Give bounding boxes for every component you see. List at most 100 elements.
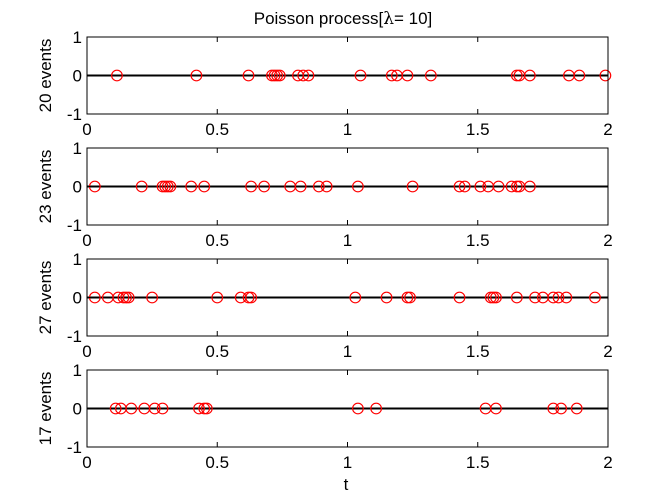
y-tick-label: 0 — [73, 67, 82, 86]
event-marker — [349, 291, 362, 304]
event-marker — [320, 180, 333, 193]
event-marker — [458, 180, 471, 193]
y-tick-label: 1 — [73, 361, 82, 380]
event-marker — [198, 402, 211, 415]
event-marker — [156, 180, 169, 193]
event-marker — [487, 291, 500, 304]
event-marker — [245, 291, 258, 304]
event-marker — [560, 291, 573, 304]
event-marker — [406, 180, 419, 193]
event-marker — [510, 180, 523, 193]
y-axis-label: 17 events — [36, 372, 55, 446]
event-marker — [555, 402, 568, 415]
event-marker — [258, 180, 271, 193]
event-marker — [268, 69, 281, 82]
event-marker — [424, 69, 437, 82]
event-marker — [159, 180, 172, 193]
x-tick-label: 0.5 — [205, 120, 229, 139]
event-marker — [146, 291, 159, 304]
event-marker — [312, 180, 325, 193]
y-tick-label: 0 — [73, 178, 82, 197]
y-tick-label: 0 — [73, 289, 82, 308]
event-marker — [294, 180, 307, 193]
y-axis-label: 23 events — [36, 150, 55, 224]
event-marker — [589, 291, 601, 304]
event-marker — [505, 180, 518, 193]
x-tick-label: 0.5 — [205, 342, 229, 361]
x-tick-label: 2 — [603, 342, 612, 361]
event-marker — [266, 69, 278, 82]
x-tick-label: 1 — [343, 120, 352, 139]
event-marker — [573, 69, 586, 82]
event-marker — [111, 69, 123, 82]
event-marker — [492, 180, 505, 193]
event-marker — [185, 180, 198, 193]
x-tick-label: 0 — [82, 453, 91, 472]
x-tick-label: 0.5 — [205, 453, 229, 472]
event-marker — [510, 291, 523, 304]
subplot-3: 0 0.5 1 1.5 210-127 events — [36, 250, 613, 361]
event-marker — [122, 291, 135, 304]
x-tick-label: 0 — [82, 231, 91, 250]
event-marker — [570, 402, 583, 415]
event-marker — [273, 69, 286, 82]
x-tick-label: 0 — [82, 120, 91, 139]
event-marker — [490, 402, 502, 415]
subplot-2: 0 0.5 1 1.5 210-123 events — [36, 139, 613, 250]
event-marker — [354, 69, 367, 82]
y-axis-label: 20 events — [36, 39, 55, 113]
event-marker — [370, 402, 383, 415]
event-marker — [529, 291, 541, 304]
event-marker — [109, 402, 122, 415]
event-marker — [190, 69, 203, 82]
event-marker — [164, 180, 177, 193]
event-marker — [352, 402, 364, 415]
event-marker — [135, 180, 148, 193]
x-tick-label: 1.5 — [466, 231, 490, 250]
event-marker — [453, 291, 466, 304]
x-tick-label: 0.5 — [205, 231, 229, 250]
y-tick-label: -1 — [67, 216, 82, 235]
event-marker — [125, 402, 138, 415]
figure-title: Poisson process[λ= 10] — [254, 9, 433, 29]
event-marker — [352, 180, 364, 193]
subplot-4: 0 0.5 1 1.5 210-117 events — [36, 361, 613, 472]
event-marker — [242, 69, 255, 82]
x-tick-label: 2 — [603, 453, 612, 472]
event-marker — [156, 402, 169, 415]
event-marker — [380, 291, 393, 304]
event-marker — [404, 291, 416, 304]
subplot-1: 0 0.5 1 1.5 210-120 events — [36, 28, 613, 139]
event-marker — [271, 69, 284, 82]
x-tick-label: 1 — [343, 231, 352, 250]
y-tick-label: -1 — [67, 438, 82, 457]
event-marker — [211, 291, 224, 304]
event-marker — [401, 69, 414, 82]
event-marker — [474, 180, 487, 193]
event-marker — [547, 291, 560, 304]
x-tick-label: 1 — [343, 342, 352, 361]
y-tick-label: -1 — [67, 327, 82, 346]
event-marker — [523, 180, 536, 193]
event-marker — [200, 402, 213, 415]
event-marker — [523, 69, 536, 82]
y-tick-label: 1 — [73, 139, 82, 158]
event-marker — [401, 291, 414, 304]
event-marker — [453, 180, 466, 193]
event-marker — [198, 180, 211, 193]
x-tick-label: 0 — [82, 342, 91, 361]
event-marker — [297, 69, 310, 82]
event-marker — [484, 291, 497, 304]
x-axis-label: t — [344, 475, 349, 494]
event-marker — [490, 291, 502, 304]
y-tick-label: 1 — [73, 28, 82, 47]
x-tick-label: 2 — [603, 120, 612, 139]
y-tick-label: -1 — [67, 105, 82, 124]
event-marker — [552, 291, 565, 304]
event-marker — [242, 291, 255, 304]
event-marker — [385, 69, 398, 82]
y-tick-label: 0 — [73, 400, 82, 419]
x-tick-label: 1.5 — [466, 120, 490, 139]
y-tick-label: 1 — [73, 250, 82, 269]
